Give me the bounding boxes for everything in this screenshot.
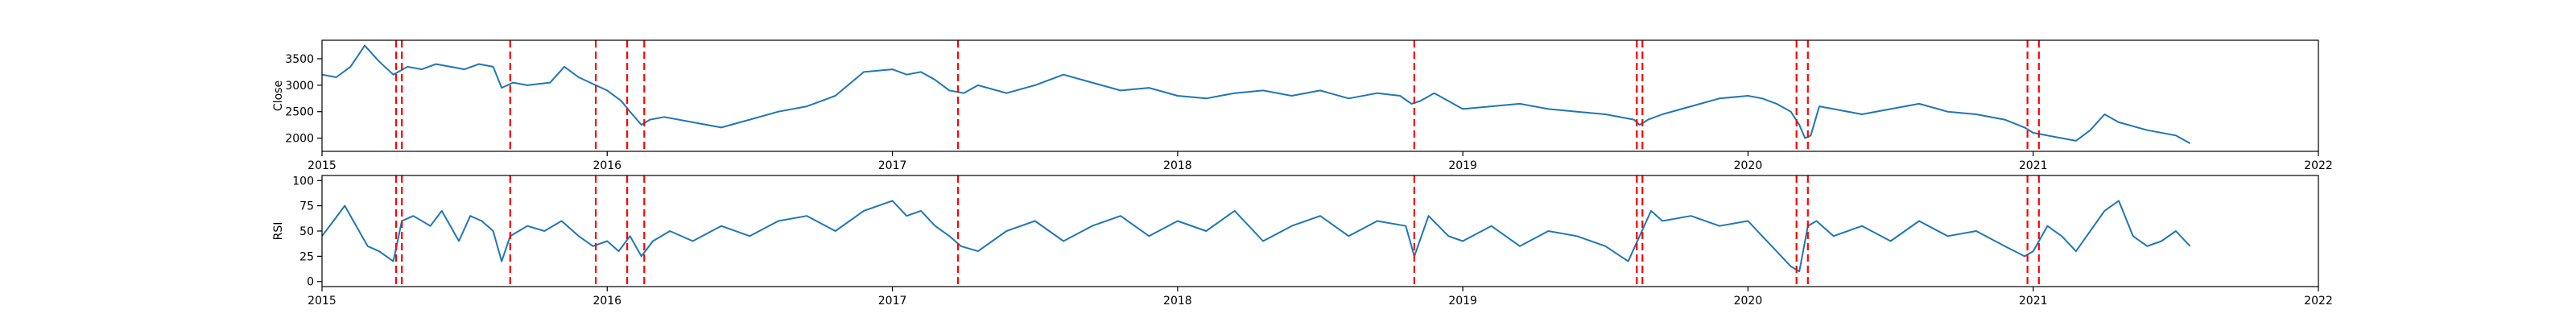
- series-line: [321, 44, 2191, 144]
- series-line: [321, 200, 2191, 273]
- x-tick-label: 2017: [878, 159, 907, 172]
- x-tick-label: 2019: [1448, 159, 1477, 172]
- x-tick-label: 2016: [592, 159, 621, 172]
- x-tick-label: 2021: [2019, 159, 2048, 172]
- rsi-panel: 2015 2016 2017 2018 2019 2020 2021 2022 0 25 50 75 1…: [272, 175, 2333, 308]
- y-tick-label: 0: [307, 276, 314, 289]
- y-axis-label: Close: [272, 80, 285, 111]
- x-tick-label: 2020: [1734, 159, 1763, 172]
- y-tick-label: 75: [299, 200, 314, 213]
- axes-frame: [321, 39, 2319, 152]
- y-tick-label: 25: [299, 250, 314, 263]
- x-tick-label: 2016: [592, 295, 621, 308]
- close-price-panel: 2015 2016 2017 2018 2019 2020 2021 2022 2000 2500…: [272, 39, 2333, 172]
- x-tick-label: 2021: [2019, 295, 2048, 308]
- y-axis-label: RSI: [272, 222, 285, 241]
- x-tick-label: 2020: [1734, 295, 1763, 308]
- x-tick-label: 2015: [308, 159, 336, 172]
- y-tick-label: 3500: [285, 53, 314, 66]
- y-tick-label: 50: [299, 225, 314, 238]
- y-tick-label: 3000: [285, 80, 314, 93]
- x-tick-label: 2018: [1163, 159, 1192, 172]
- x-tick-label: 2022: [2304, 159, 2333, 172]
- y-tick-label: 100: [292, 175, 314, 188]
- y-tick-label: 2000: [285, 133, 314, 146]
- x-tick-label: 2015: [308, 295, 336, 308]
- x-tick-label: 2017: [878, 295, 907, 308]
- x-tick-label: 2022: [2304, 295, 2333, 308]
- x-tick-label: 2019: [1448, 295, 1477, 308]
- y-tick-label: 2500: [285, 106, 314, 119]
- x-tick-label: 2018: [1163, 295, 1192, 308]
